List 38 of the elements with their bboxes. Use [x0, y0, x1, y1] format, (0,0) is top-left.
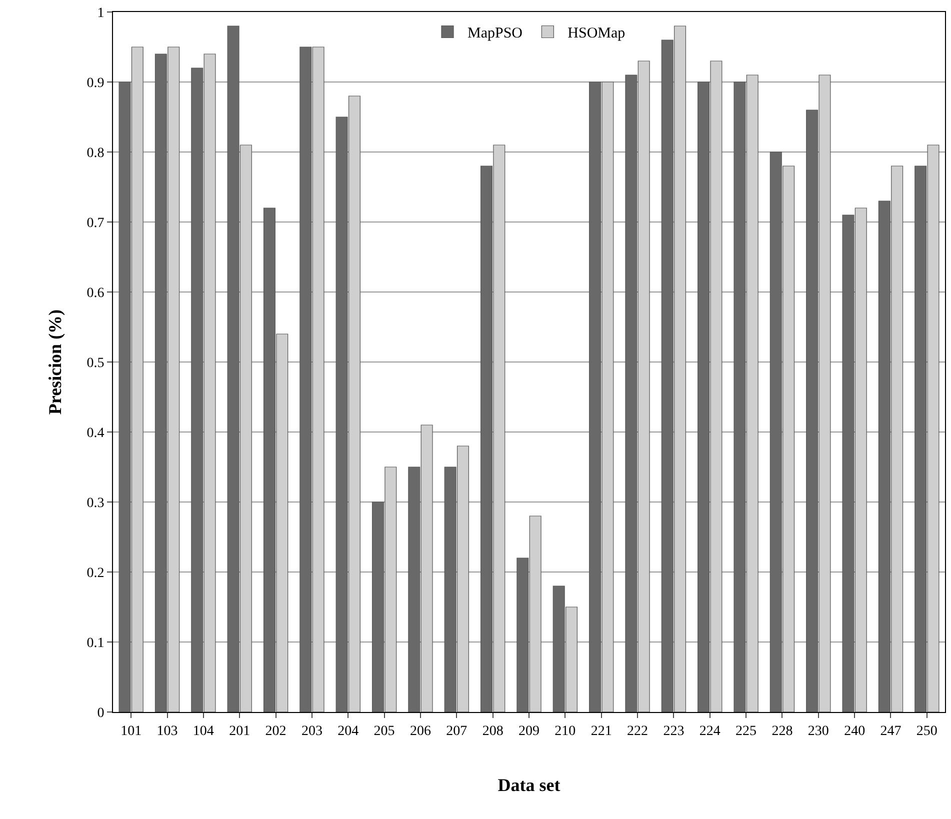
y-tick-label: 0.4 [86, 426, 104, 441]
x-tick-label: 224 [699, 724, 720, 739]
y-tick-label: 0.7 [86, 216, 104, 231]
y-tick-label: 0 [97, 706, 104, 721]
y-tick-label: 0.2 [86, 566, 104, 581]
x-tick-label: 223 [663, 724, 684, 739]
x-tick-label: 247 [880, 724, 902, 739]
x-tick-label: 230 [808, 724, 829, 739]
y-axis-title: Presicion (%) [44, 309, 65, 415]
x-tick-label: 250 [916, 724, 938, 739]
y-tick-label: 0.3 [86, 496, 104, 511]
x-tick-label: 204 [338, 724, 359, 739]
x-tick-label: 104 [192, 724, 214, 739]
x-tick-label: 206 [410, 724, 431, 739]
x-tick-label: 225 [736, 724, 757, 739]
x-tick-label: 228 [772, 724, 793, 739]
x-tick-label: 240 [844, 724, 866, 739]
x-tick-label: 209 [518, 724, 540, 739]
x-tick-label: 101 [120, 724, 142, 739]
x-tick-label: 222 [627, 724, 648, 739]
x-tick-label: 203 [301, 724, 322, 739]
x-tick-label: 221 [590, 724, 612, 739]
x-tick-label: 103 [156, 724, 178, 739]
y-tick-label: 1 [97, 6, 104, 21]
y-tick-label: 0.9 [86, 76, 104, 91]
y-tick-label: 0.6 [86, 286, 104, 301]
x-tick-label: 210 [554, 724, 576, 739]
y-tick-label: 0.1 [86, 636, 104, 651]
x-axis-title: Data set [498, 774, 560, 795]
x-tick-label: 205 [374, 724, 395, 739]
legend-label: MapPSO [468, 26, 523, 42]
x-tick-label: 201 [229, 724, 250, 739]
y-tick-label: 0.8 [86, 146, 104, 161]
x-tick-label: 208 [482, 724, 504, 739]
x-tick-label: 207 [446, 724, 468, 739]
x-tick-label: 202 [265, 724, 286, 739]
legend-label: HSOMap [568, 26, 626, 42]
y-tick-label: 0.5 [86, 356, 104, 371]
